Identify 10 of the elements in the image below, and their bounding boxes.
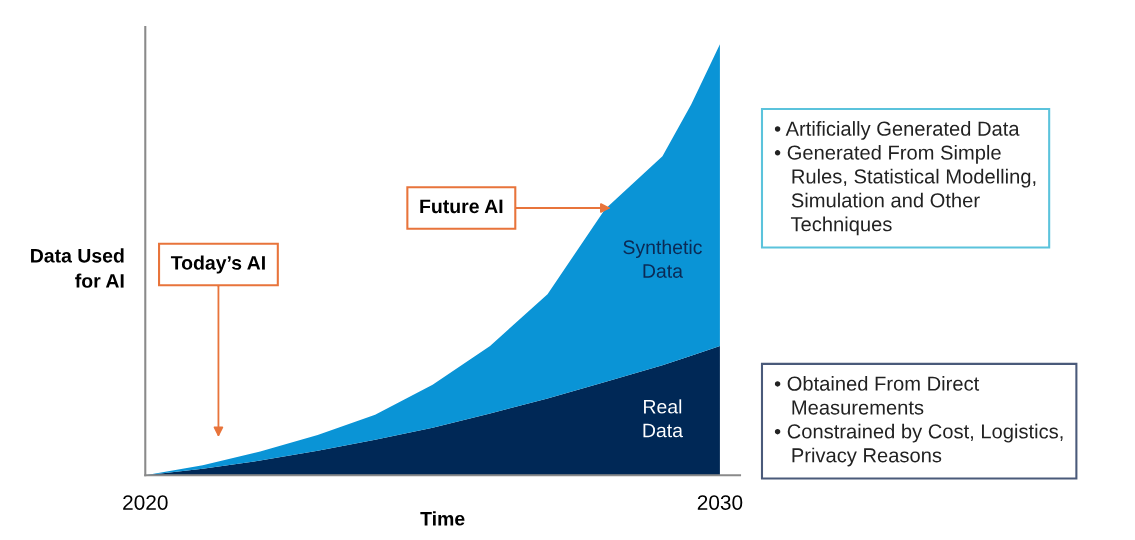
x-tick-label: 2020 [123, 495, 168, 510]
text: • Obtained From Direct Measurements • Constrained by Cost, Logistics, Privacy Reasons [774, 375, 1063, 467]
text: • Artificially Generated Data • Generated From Simple Rules, Statistical Modelling, Simulation and Other Techniques [774, 121, 1036, 236]
x-axis-title: Time [420, 511, 465, 526]
annotation: Future AI [420, 199, 503, 214]
y-axis-title: Data Used for AI [31, 248, 124, 288]
series-label: Real Data [643, 399, 683, 438]
series-label: Synthetic Data [623, 239, 702, 278]
annotation: Today’s AI [170, 255, 265, 274]
x-tick-label: 2030 [697, 495, 743, 510]
